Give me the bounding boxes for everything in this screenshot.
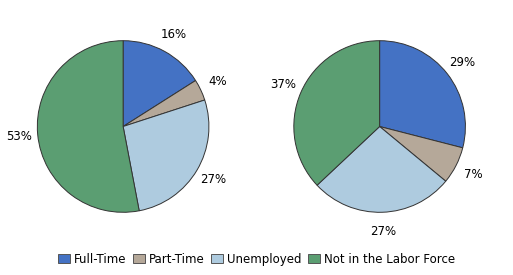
Text: 29%: 29% bbox=[449, 56, 476, 69]
Wedge shape bbox=[123, 41, 195, 126]
Wedge shape bbox=[380, 126, 463, 181]
Text: 27%: 27% bbox=[370, 225, 396, 238]
Title: All Other Admissions: All Other Admissions bbox=[308, 0, 451, 3]
Wedge shape bbox=[123, 100, 209, 211]
Text: 7%: 7% bbox=[464, 167, 482, 180]
Text: 16%: 16% bbox=[161, 28, 187, 41]
Wedge shape bbox=[294, 41, 380, 185]
Wedge shape bbox=[37, 41, 139, 212]
Text: 53%: 53% bbox=[6, 130, 32, 143]
Wedge shape bbox=[123, 81, 205, 126]
Legend: Full-Time, Part-Time, Unemployed, Not in the Labor Force: Full-Time, Part-Time, Unemployed, Not in… bbox=[55, 249, 458, 269]
Text: 37%: 37% bbox=[270, 78, 297, 91]
Title: Detoxification Admissions: Detoxification Admissions bbox=[33, 0, 213, 3]
Text: 27%: 27% bbox=[200, 173, 226, 186]
Wedge shape bbox=[317, 126, 446, 212]
Wedge shape bbox=[380, 41, 465, 148]
Text: 4%: 4% bbox=[208, 75, 227, 89]
